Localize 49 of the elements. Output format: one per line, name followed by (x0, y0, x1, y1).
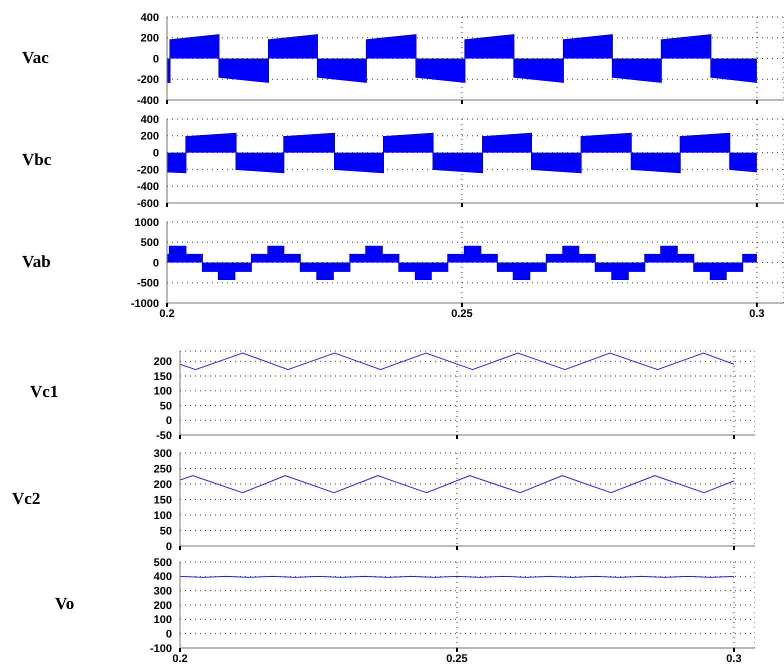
y-tick-label: -100 (150, 642, 172, 655)
x-tick-label: 0.3 (726, 652, 742, 665)
y-tick-label: 100 (154, 510, 172, 522)
y-axis-title: Vo (55, 594, 74, 614)
y-tick-label: 100 (154, 614, 172, 626)
y-axis-title: Vbc (22, 150, 52, 170)
y-tick-label: 400 (140, 114, 159, 126)
y-tick-label: 150 (154, 494, 172, 506)
y-tick-label: 0 (152, 257, 159, 270)
y-tick-label: -500 (136, 278, 159, 290)
y-tick-label: 0 (152, 148, 159, 160)
y-axis-title: Vab (22, 252, 51, 272)
y-tick-label: 50 (160, 525, 172, 538)
x-tick-label: 0.2 (159, 308, 175, 320)
y-tick-label: -400 (136, 94, 159, 107)
y-axis-title: Vc2 (12, 488, 40, 508)
y-tick-label: 50 (160, 400, 172, 412)
x-tick-label: 0.3 (749, 308, 765, 320)
y-tick-label: 500 (140, 237, 159, 250)
y-tick-label: 0 (166, 415, 172, 428)
y-tick-label: 100 (154, 386, 172, 398)
x-tick-label: 0.2 (172, 652, 188, 665)
y-tick-label: 400 (140, 12, 159, 24)
y-tick-label: 0 (166, 628, 172, 641)
y-tick-label: 200 (154, 356, 172, 368)
y-tick-label: 300 (154, 448, 172, 460)
y-tick-label: 0 (166, 540, 172, 553)
y-tick-label: 500 (154, 556, 172, 569)
y-tick-label: 0 (152, 53, 159, 66)
y-tick-label: -50 (156, 430, 172, 442)
y-tick-label: 150 (154, 370, 172, 383)
y-tick-label: 250 (154, 463, 172, 476)
y-tick-label: -400 (136, 181, 159, 194)
y-tick-label: -1000 (130, 298, 159, 310)
y-tick-label: 400 (154, 571, 172, 584)
y-axis-title: Vac (22, 48, 49, 68)
y-tick-label: 200 (140, 130, 159, 143)
y-tick-label: 200 (154, 478, 172, 491)
y-tick-label: 300 (154, 586, 172, 598)
y-tick-label: -200 (136, 164, 159, 176)
x-tick-label: 0.25 (451, 308, 473, 320)
y-tick-label: 200 (154, 600, 172, 612)
y-axis-title: Vc1 (30, 382, 58, 402)
y-tick-label: 1000 (134, 216, 159, 229)
x-tick-label: 0.25 (446, 652, 468, 665)
line-series (180, 475, 734, 494)
y-tick-label: 200 (140, 32, 159, 45)
y-tick-label: -200 (136, 74, 159, 86)
y-tick-label: -600 (136, 198, 159, 210)
